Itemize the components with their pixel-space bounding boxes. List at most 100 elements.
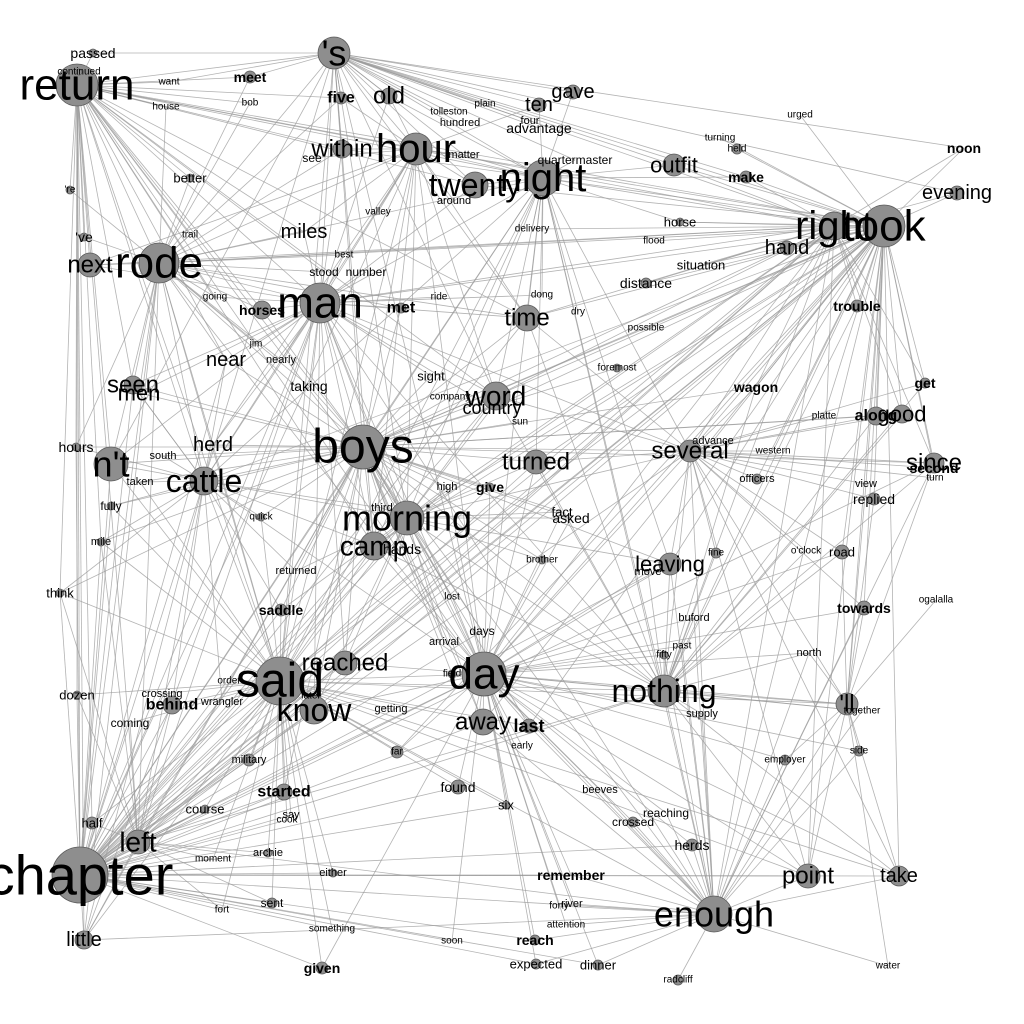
edge-chapter-enough <box>79 874 715 915</box>
edge-boys-days <box>362 446 483 632</box>
edge-rode-boys <box>158 262 364 448</box>
node-lost-label: lost <box>444 592 460 603</box>
node-time-circle <box>513 304 541 332</box>
edge-boys-wagon <box>362 386 757 448</box>
node-hundred-label: hundred <box>440 117 480 129</box>
node-away-circle <box>469 708 497 736</box>
node-later-label: later <box>301 691 321 702</box>
edge-morning-country <box>406 407 493 519</box>
node-trouble-label: trouble <box>833 298 881 314</box>
edge-took-camp <box>373 225 885 547</box>
edge-took-left <box>137 225 885 843</box>
edge-rode-seen <box>132 262 160 386</box>
edge-chapter-behind <box>79 704 173 876</box>
edge-day-dinner <box>483 673 599 966</box>
node-best-label: best <box>335 250 354 261</box>
edge-night-dry <box>542 177 579 313</box>
edge-rode-left <box>137 262 160 843</box>
node-good-label: good <box>878 402 927 427</box>
edge-day-know <box>313 673 485 711</box>
node-get-circle <box>919 377 931 389</box>
node-foremost-label: foremost <box>598 363 637 374</box>
node-left-circle <box>125 829 151 855</box>
node-point-label: point <box>782 863 834 890</box>
edge-s-outfit <box>333 52 675 166</box>
node-held-circle <box>731 143 743 155</box>
node-nearly-label: nearly <box>266 354 296 366</box>
edge-rode-best <box>158 254 345 264</box>
node-men-label: men <box>118 381 161 406</box>
edge-night-camp <box>373 177 544 547</box>
edge-boys-asked <box>362 446 572 519</box>
node-s-label: 's <box>322 33 347 74</box>
edge-said-fully <box>110 505 281 682</box>
node-man-label: man <box>277 279 363 328</box>
edge-boys-cattle <box>203 446 364 482</box>
edge-s-gave <box>333 52 574 93</box>
node-hands-label: hands <box>383 541 421 557</box>
edge-chapter-return <box>76 84 81 876</box>
edge-nothing-morning <box>406 517 665 692</box>
edge-chapter-given <box>79 874 323 969</box>
node-boys-label: boys <box>312 421 413 474</box>
edge-morning-saddle <box>280 517 408 611</box>
edge-enough-attention <box>565 913 715 926</box>
node-house-label: house <box>152 102 180 113</box>
edge-cattle-mile <box>100 480 205 543</box>
node-nt-circle <box>93 446 129 482</box>
edge-day-supply <box>483 673 703 715</box>
edge-cattle-returned <box>203 480 297 572</box>
node-north-label: north <box>796 647 821 659</box>
edge-cattle-left <box>137 480 205 843</box>
edge-enough-side <box>713 750 860 915</box>
node-time-label: time <box>504 305 549 332</box>
node-cattle-label: cattle <box>166 463 242 499</box>
edge-man-country <box>319 302 493 409</box>
edge-hour-boys <box>362 148 417 448</box>
node-continued-label: continued <box>57 67 100 78</box>
edge-boys-turned <box>362 446 537 463</box>
edge-s-boys <box>333 52 364 448</box>
edge-morning-several <box>406 450 691 519</box>
edge-enough-forty <box>558 905 715 915</box>
node-evening-circle <box>949 185 965 201</box>
edge-left-coming <box>129 722 139 843</box>
edge-return-s <box>76 52 335 86</box>
edge-took-hour <box>415 148 885 227</box>
edge-said-something <box>279 680 333 930</box>
node-make-label: make <box>728 169 764 185</box>
edge-return-rode <box>76 84 160 264</box>
edge-chapter-found <box>79 786 459 876</box>
node-hand-circle <box>779 240 795 256</box>
edge-left-fort <box>137 841 223 911</box>
edge-enough-reach <box>534 913 715 941</box>
edge-nothing-road <box>663 551 843 692</box>
edge-took-good <box>883 225 903 415</box>
node-towards-circle <box>856 600 872 616</box>
edge-chapter-saddle <box>79 609 282 876</box>
edge-chapter-reach <box>79 874 536 941</box>
edge-chapter-something <box>79 874 333 930</box>
node-seen-circle <box>123 375 143 395</box>
node-plain-label: plain <box>474 99 495 110</box>
node-next-circle <box>77 252 103 278</box>
edge-s-noon <box>333 52 965 149</box>
edge-chapter-right <box>79 225 835 876</box>
edge-chapter-expected <box>79 874 537 965</box>
node-trail-label: trail <box>182 230 198 241</box>
node-arrival-label: arrival <box>429 636 459 648</box>
node-crossing-label: crossing <box>142 688 183 700</box>
edge-s-hour <box>333 52 417 150</box>
edge-took-ll <box>846 225 885 705</box>
edge-return-time <box>76 84 528 319</box>
edge-boys-said <box>279 446 364 682</box>
edge-boys-south <box>162 446 364 457</box>
node-cattle-circle <box>189 466 219 496</box>
edge-hour-miles <box>303 148 417 233</box>
node-fifty-circle <box>659 650 669 660</box>
edge-enough-left <box>137 841 715 915</box>
node-passed-circle <box>88 48 98 58</box>
edge-chapter-hour <box>79 148 417 876</box>
edge-night-several <box>542 177 691 452</box>
edge-enough-river <box>571 903 715 915</box>
